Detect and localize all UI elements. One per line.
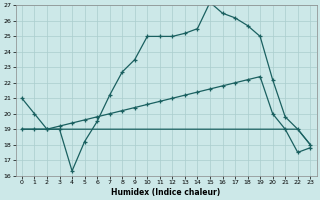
X-axis label: Humidex (Indice chaleur): Humidex (Indice chaleur) [111, 188, 221, 197]
